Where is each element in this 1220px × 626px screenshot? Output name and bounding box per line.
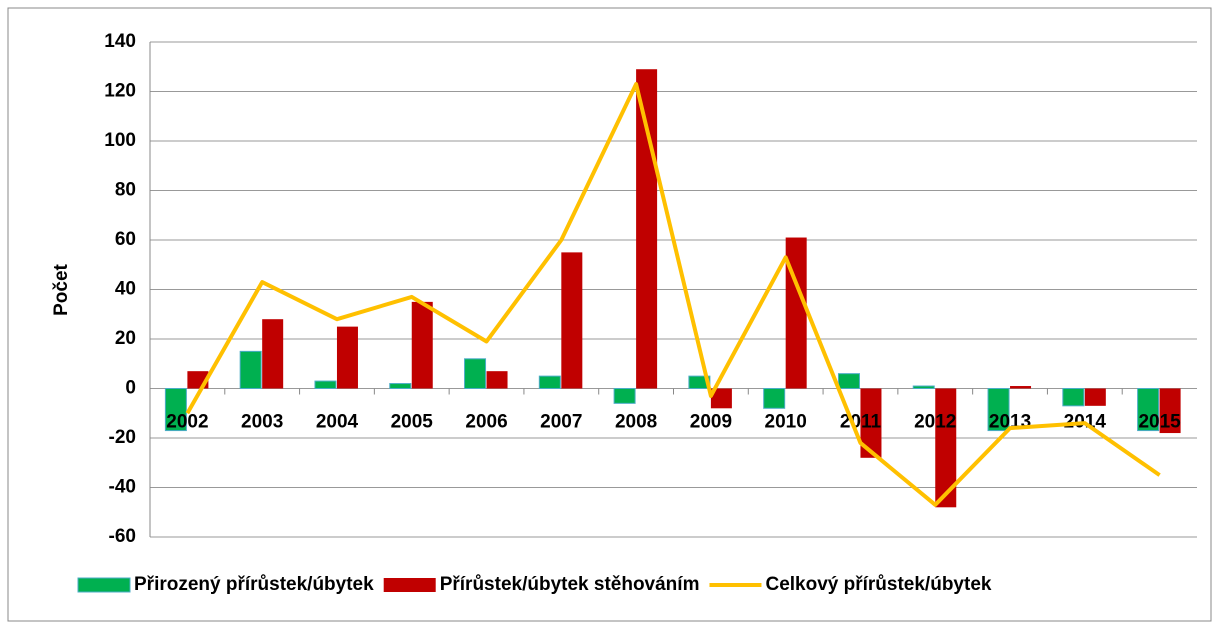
bar: [710, 388, 732, 409]
y-tick-label: 60: [115, 229, 136, 250]
x-tick-label: 2006: [465, 412, 507, 433]
x-tick-label: 2009: [690, 412, 732, 433]
legend-swatch: [383, 578, 436, 592]
y-tick-label: 80: [115, 180, 136, 201]
legend-label: Celkový přírůstek/úbytek: [765, 574, 991, 595]
x-tick-label: 2010: [765, 412, 807, 433]
legend-label: Přirozený přírůstek/úbytek: [134, 574, 374, 595]
y-tick-label: 100: [104, 130, 136, 151]
bar: [336, 326, 358, 389]
x-tick-label: 2008: [615, 412, 657, 433]
y-tick-label: -40: [109, 477, 136, 498]
bar: [411, 301, 433, 389]
y-tick-label: 20: [115, 328, 136, 349]
bar: [389, 383, 412, 389]
line-series: [185, 82, 1161, 507]
x-tick-label: 2003: [241, 412, 283, 433]
bar: [688, 375, 711, 389]
y-tick-label: 40: [115, 279, 136, 300]
chart-frame: [7, 7, 1212, 622]
bar: [1062, 388, 1085, 407]
bar: [1084, 388, 1106, 406]
x-tick-label: 2011: [840, 412, 882, 433]
x-tick-label: 2007: [540, 412, 582, 433]
bar: [262, 319, 284, 389]
bar: [538, 375, 561, 389]
bar: [987, 388, 1010, 432]
legend-label: Přírůstek/úbytek stěhováním: [440, 574, 700, 595]
bar: [837, 373, 860, 389]
bar: [561, 252, 583, 389]
bar: [1010, 386, 1032, 389]
bar: [164, 388, 187, 432]
y-tick-label: -20: [109, 427, 136, 448]
bar: [912, 385, 935, 389]
bar: [486, 371, 508, 389]
x-tick-label: 2012: [914, 412, 956, 433]
x-tick-label: 2002: [166, 412, 208, 433]
y-tick-label: 0: [125, 378, 136, 399]
bar: [239, 350, 262, 389]
bar: [613, 388, 636, 404]
bar: [314, 380, 337, 390]
bar: [763, 388, 786, 409]
legend-swatch: [77, 577, 131, 593]
bar: [636, 69, 658, 389]
bar: [1159, 388, 1181, 434]
bar: [1137, 388, 1160, 432]
y-axis-title: Počet: [51, 263, 72, 315]
x-tick-label: 2004: [316, 412, 359, 433]
x-tick-label: 2015: [1138, 412, 1181, 433]
bar: [464, 358, 487, 389]
y-tick-label: 140: [104, 31, 136, 52]
y-tick-label: -60: [109, 526, 136, 547]
y-tick-label: 120: [104, 81, 136, 102]
bar: [860, 388, 882, 458]
bar: [935, 388, 957, 508]
x-tick-label: 2005: [391, 412, 434, 433]
